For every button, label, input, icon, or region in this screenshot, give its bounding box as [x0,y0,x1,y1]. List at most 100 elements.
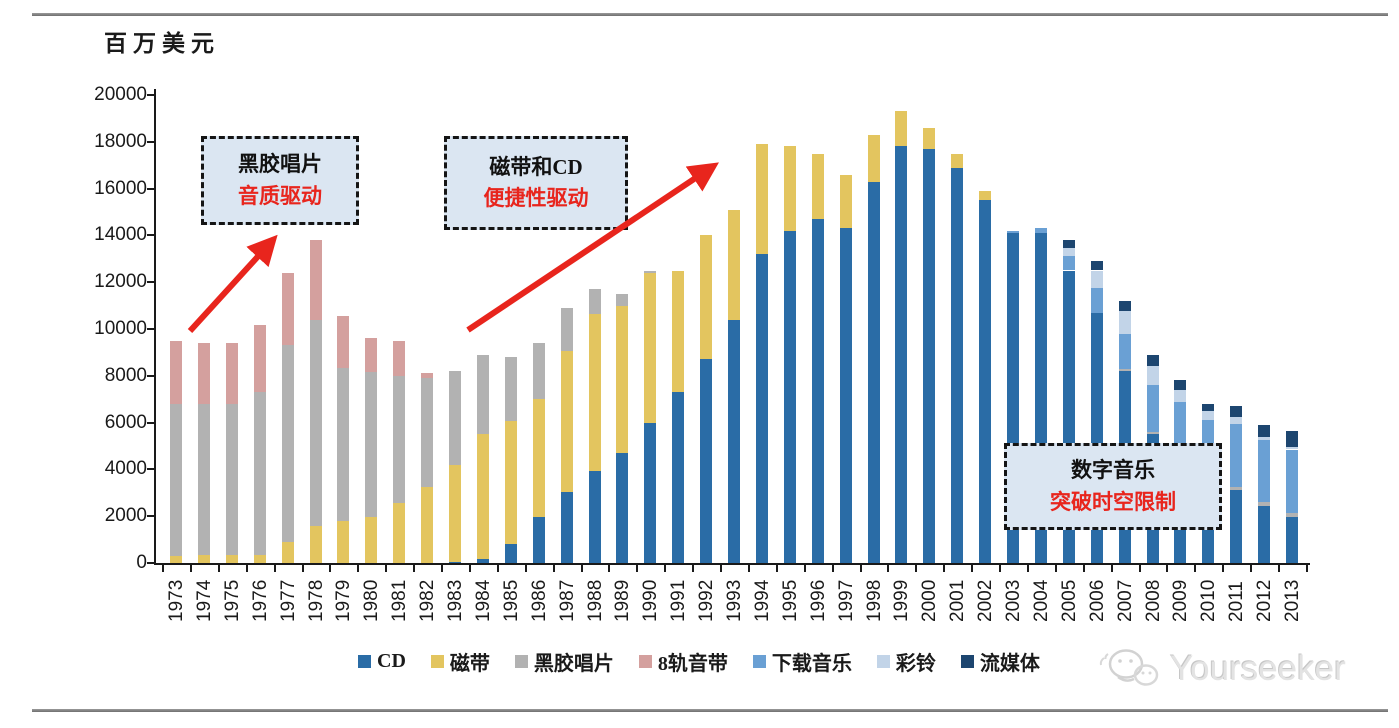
x-tick [329,565,332,572]
bar-segment-磁带 [253,554,266,563]
legend-swatch [876,655,890,668]
watermark: Yourseeker [1098,644,1346,694]
legend-swatch [514,655,528,668]
y-axis-line [154,89,156,565]
x-tick [1110,565,1113,572]
x-tick-label: 2004 [1030,579,1052,622]
legend-item: 彩铃 [876,647,936,676]
x-tick [189,565,192,572]
x-tick [971,565,974,572]
x-tick [273,565,276,572]
y-tick-label: 12000 [94,271,147,293]
y-tick-label: 20000 [94,84,147,105]
bar-segment-下载音乐 [1146,385,1159,432]
x-tick-label: 1983 [445,579,466,622]
y-tick [147,374,155,377]
bar-segment-下载音乐 [1230,423,1243,487]
annotation-cassette-cd: 磁带和CD 便捷性驱动 [444,136,628,230]
bar-segment-磁带 [393,503,406,563]
bar-segment-8轨音带 [337,316,350,368]
x-tick-label: 1998 [863,579,885,622]
legend-item: 8轨音带 [638,647,728,676]
bar-segment-黑胶唱片 [644,270,657,273]
bar-segment-彩铃 [1174,389,1187,402]
legend: CD 磁带 黑胶唱片 8轨音带 下载音乐 彩铃 流媒体 [358,647,1040,676]
bar-segment-CD [504,544,517,563]
legend-label: 8轨音带 [657,653,728,675]
x-tick [1026,565,1029,572]
bar-segment-彩铃 [1202,410,1215,421]
y-axis-unit-label: 百万美元 [104,31,220,56]
legend-swatch [358,655,371,668]
bar-segment-CD [1258,505,1271,563]
bar-segment-黑胶唱片 [253,392,266,555]
y-tick-label: 10000 [94,318,147,339]
bar-segment-下载音乐 [1090,288,1103,313]
x-tick [301,565,304,572]
bar-segment-黑胶唱片 [170,403,182,556]
y-tick [147,187,155,190]
bar-segment-磁带 [700,235,713,360]
bar-segment-彩铃 [1118,311,1131,334]
bar-segment-磁带 [755,144,768,255]
y-tick-label: 4000 [104,458,147,480]
x-tick-label: 1977 [277,579,299,622]
bar-segment-8轨音带 [197,343,210,404]
bar-segment-流媒体 [1090,261,1103,271]
bar-segment-CD [476,559,489,563]
x-tick-label: 1980 [361,579,383,622]
bar-segment-黑胶唱片 [616,293,629,306]
bar-segment-磁带 [672,270,685,393]
bar-segment-磁带 [811,153,824,220]
x-tick [357,565,360,572]
bar-segment-CD [616,453,629,563]
bar-segment-8轨音带 [309,240,322,320]
y-tick-label: 16000 [94,177,147,199]
x-tick-label: 1993 [724,579,745,622]
x-tick [468,565,471,572]
x-tick [803,565,806,572]
bar-segment-黑胶唱片 [197,403,210,555]
bar-segment-CD [728,319,740,563]
annotation-digital: 数字音乐 突破时空限制 [1004,443,1222,530]
legend-item: 磁带 [430,647,490,676]
bar-segment-CD [895,146,908,563]
bar-segment-8轨音带 [281,272,294,346]
legend-label: 流媒体 [979,653,1040,675]
y-tick-label: 18000 [94,130,147,152]
bar-segment-8轨音带 [365,338,378,373]
x-tick-label: 1986 [528,579,550,622]
bar-segment-磁带 [365,517,378,563]
bar-segment-下载音乐 [1174,401,1187,451]
bar-segment-8轨音带 [421,373,434,379]
y-tick [147,281,155,284]
x-tick-label: 1982 [417,579,439,622]
bar-segment-下载音乐 [1118,333,1131,369]
bar-segment-磁带 [588,313,601,471]
x-tick [775,565,778,572]
bar-segment-磁带 [616,305,629,453]
x-tick [943,565,946,572]
x-axis-line [154,563,1310,565]
x-tick [524,565,527,572]
bar-segment-磁带 [309,525,322,563]
bar-segment-下载音乐 [1286,449,1298,513]
bar-segment-流媒体 [1062,240,1075,249]
x-tick [1278,565,1281,572]
legend-swatch [960,655,974,668]
x-tick [580,565,583,572]
bar-segment-CD [560,491,573,563]
bar-segment-磁带 [867,134,880,182]
x-tick-label: 1996 [807,579,829,622]
bar-segment-黑胶唱片 [421,378,434,487]
wechat-icon [1099,649,1159,686]
x-tick-label: 2010 [1198,579,1220,622]
bar-segment-流媒体 [1258,424,1271,437]
y-tick [147,562,155,564]
bar-segment-CD [1230,490,1243,563]
x-tick [999,565,1002,572]
legend-item: 流媒体 [960,647,1040,676]
y-tick [147,468,155,471]
x-tick [413,565,416,572]
x-tick-label: 2012 [1254,579,1276,622]
